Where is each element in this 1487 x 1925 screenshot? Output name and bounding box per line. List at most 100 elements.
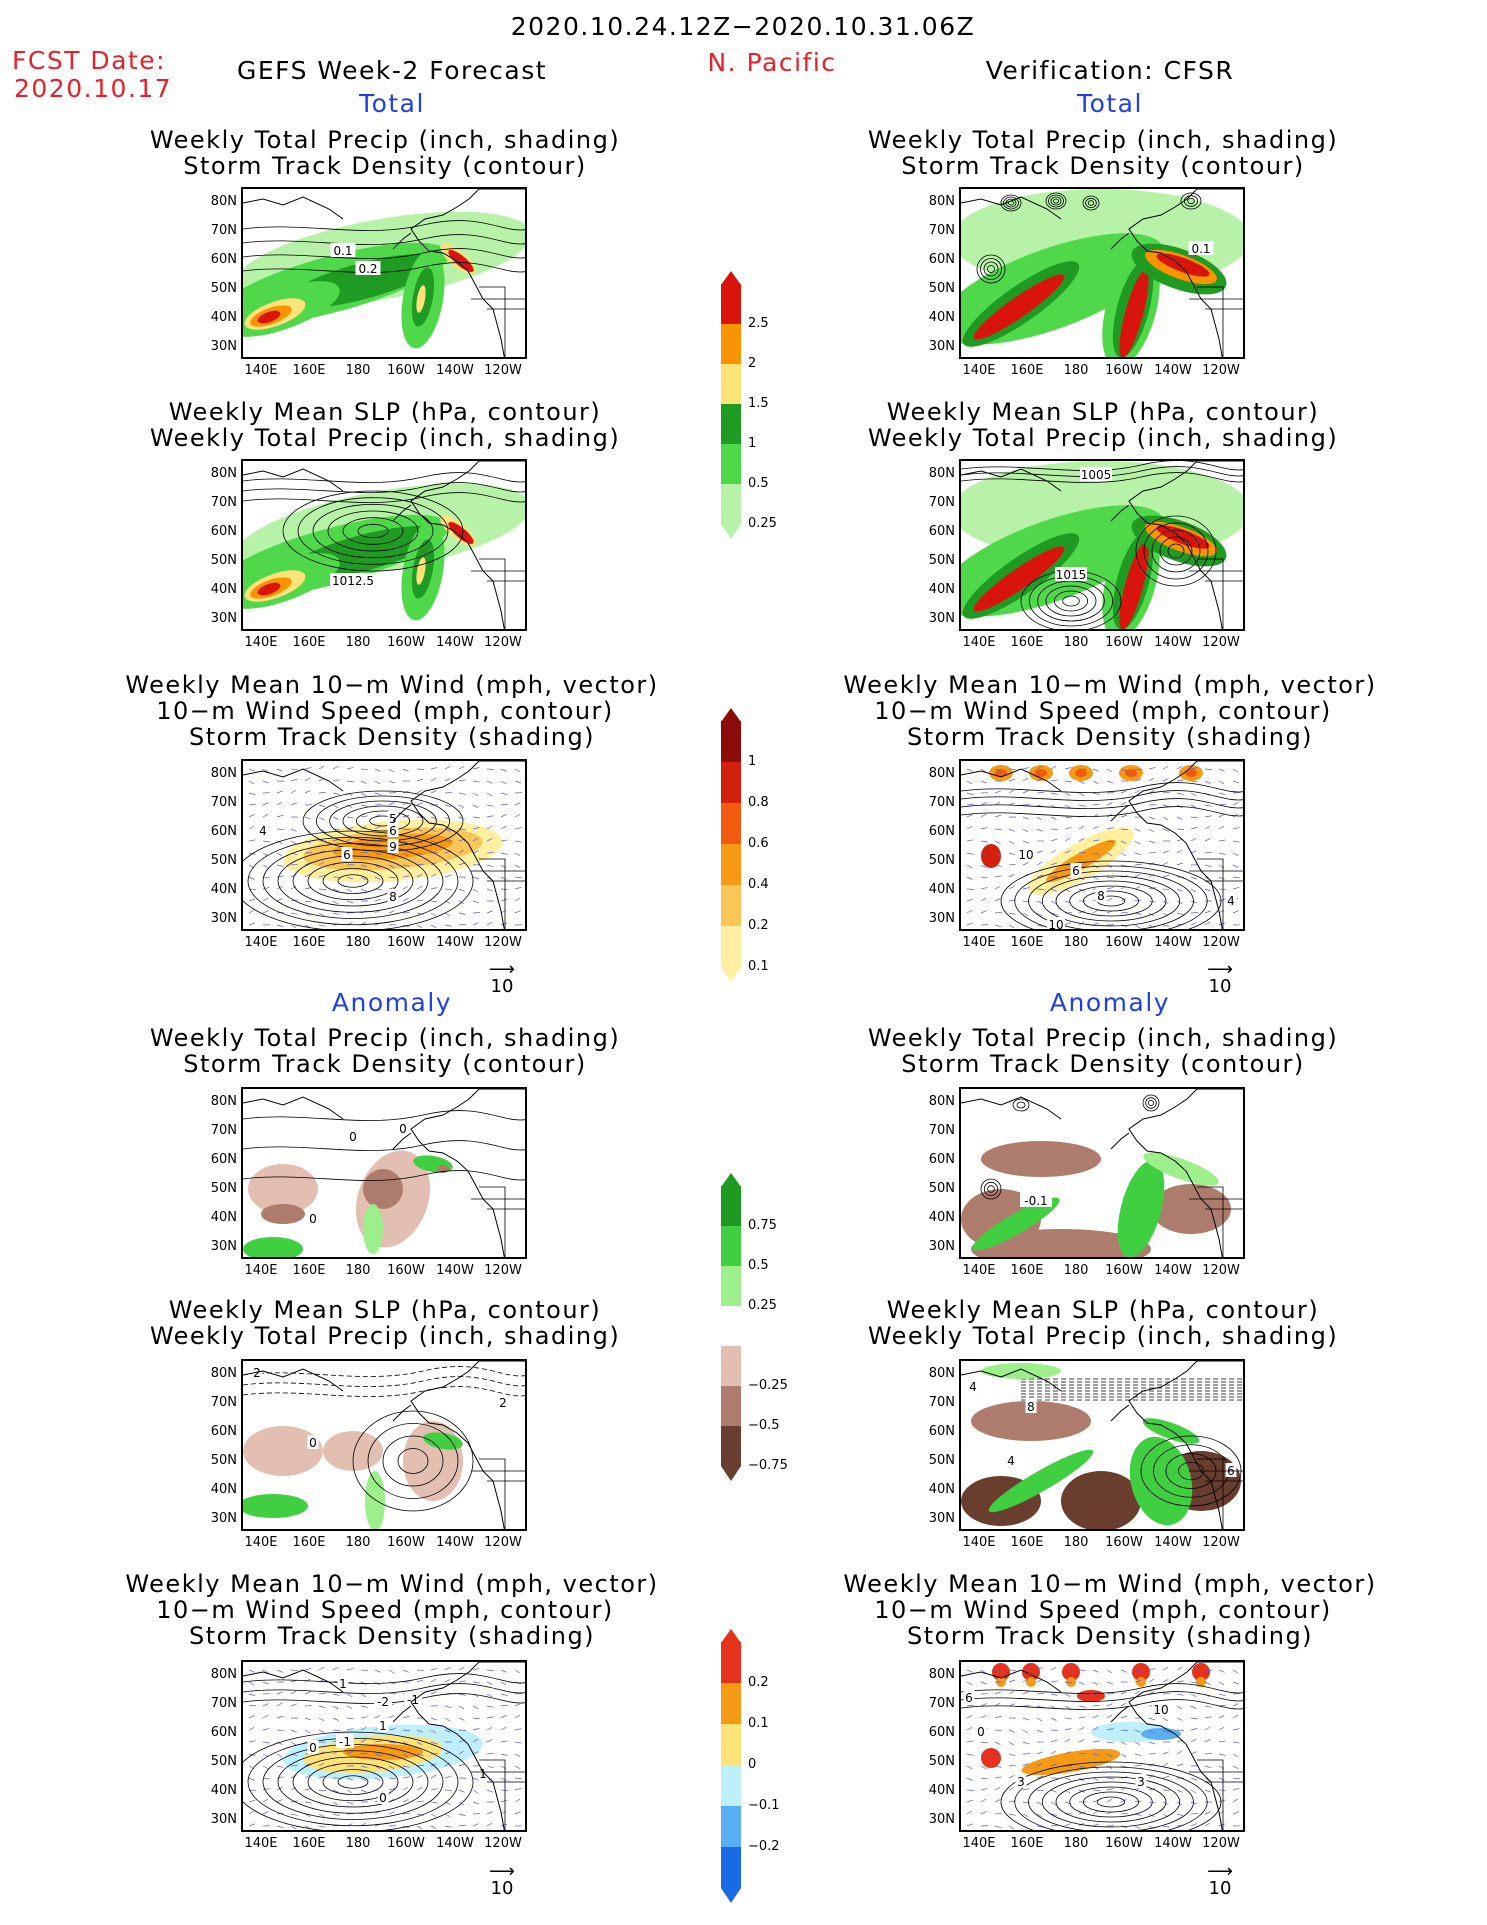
coastline [243,461,525,629]
shaded-region [1117,1160,1165,1257]
b3-title-1: Weekly Mean 10−m Wind (mph, vector) [843,1570,1377,1598]
svg-text:1012.5: 1012.5 [332,574,374,588]
svg-text:8: 8 [1027,1400,1035,1414]
colorbar-swatch [721,1724,741,1765]
colorbar-swatch [721,404,741,444]
lat-tick-label: 30N [210,1812,237,1827]
lon-tick-label: 160W [1105,1535,1143,1550]
lon-tick-label: 160E [292,1535,326,1550]
colorbar-canvas [721,271,741,539]
contour-lines [352,1410,474,1512]
contour-label: 6 [963,1690,975,1705]
a1-title-2: Storm Track Density (contour) [183,1050,587,1078]
shaded-region [1035,769,1047,777]
svg-text:8: 8 [1097,889,1105,903]
lon-tick-label: 140E [962,1836,996,1851]
shaded-region [1151,1184,1231,1234]
fcst-date-value: 2020.10.17 [14,74,173,103]
a2-title-2: Weekly Total Precip (inch, shading) [149,1322,621,1350]
colorbar-swatch [721,1306,741,1346]
map-verif-slp-precip: 1005 1015 [959,459,1245,631]
section-anomaly-right: Anomaly [1049,988,1171,1017]
svg-text:1: 1 [479,1767,487,1781]
lon-tick-label: 140W [436,1836,474,1851]
lon-tick-label: 180 [1063,935,1089,950]
coastline [961,1662,1243,1830]
lon-tick-label: 180 [345,1263,371,1278]
lon-tick-label: 140W [1154,1263,1192,1278]
arrow-right-icon: ⟶ [489,1861,515,1882]
v2-title-1: Weekly Mean SLP (hPa, contour) [886,398,1320,426]
lon-tick-label: 120W [484,1263,522,1278]
lat-tick-label: 50N [210,553,237,568]
svg-text:0: 0 [309,1436,317,1450]
shaded-region [1021,1748,1121,1776]
colorbar-swatch [721,1346,741,1386]
lon-tick-label: 180 [345,1535,371,1550]
colorbar-label: 1 [748,754,757,769]
lon-tick-label: 160W [387,1535,425,1550]
lat-tick-label: 30N [928,911,955,926]
lon-tick-label: 160W [1105,1263,1143,1278]
contour-label: 0.1 [1188,241,1214,256]
colorbar-canvas [721,1173,741,1481]
contour-lines [1000,860,1222,929]
contour-label: 0 [307,1435,319,1450]
contour-label: 9 [387,839,399,854]
map-verif-wind-track-anom: 6 0 10 3 3 [959,1660,1245,1832]
lon-tick-label: 180 [1063,1535,1089,1550]
lat-tick-label: 70N [210,795,237,810]
colorbar-swatch [721,284,741,324]
lat-tick-label: 60N [210,524,237,539]
colorbar-swatch [721,364,741,404]
contour-label: 10 [1152,1702,1170,1717]
contour-label: 1 [477,1766,489,1781]
lat-tick-label: 80N [928,1094,955,1109]
contour-lines [1142,1094,1160,1112]
lon-tick-label: 140W [1154,1836,1192,1851]
contour-lines [1045,192,1067,210]
lon-tick-label: 140E [962,1535,996,1550]
lat-tick-label: 80N [210,466,237,481]
coastline [243,1662,525,1830]
map-forecast-slp-precip: 1012.5 [241,459,527,631]
lon-tick-label: 120W [484,1535,522,1550]
v3-title-3: Storm Track Density (shading) [906,723,1314,751]
arrow-right-icon: ⟶ [1207,1861,1233,1882]
svg-text:0.1: 0.1 [333,244,352,258]
contour-label: 6 [1225,1463,1237,1478]
lat-tick-label: 40N [210,582,237,597]
lat-tick-label: 50N [928,853,955,868]
lat-tick-label: 50N [210,1453,237,1468]
lon-tick-label: 160E [1010,1535,1044,1550]
lon-tick-label: 120W [1202,635,1240,650]
map-forecast-slp-precip-anom: 2 0 2 [241,1359,527,1531]
lon-tick-label: 160E [292,635,326,650]
lon-tick-label: 160E [1010,363,1044,378]
map-forecast-precip-track: 0.1 0.2 [241,187,527,359]
lon-tick-label: 160W [387,363,425,378]
contour-lines [961,782,1243,817]
colorbar-swatch [721,444,741,484]
v3-title-1: Weekly Mean 10−m Wind (mph, vector) [843,671,1377,699]
colorbar-label: 1.5 [748,396,769,411]
contour-label: 0 [307,1740,319,1755]
p2-title-2: Weekly Total Precip (inch, shading) [149,424,621,452]
shaded-region [365,1471,385,1529]
lat-tick-label: 40N [210,310,237,325]
lat-tick-label: 60N [210,1725,237,1740]
svg-text:9: 9 [389,840,397,854]
wind-vectors [966,1666,1241,1830]
p3-title-1: Weekly Mean 10−m Wind (mph, vector) [125,671,659,699]
svg-text:2: 2 [253,1366,261,1380]
lon-tick-label: 160W [387,635,425,650]
shaded-region [981,1748,1001,1768]
svg-text:10: 10 [1153,1703,1168,1717]
shaded-region [1196,1677,1206,1687]
lat-tick-label: 60N [928,524,955,539]
contour-lines [1082,195,1100,211]
lon-tick-label: 160W [1105,635,1143,650]
shaded-region [1132,1663,1150,1681]
svg-text:6: 6 [343,848,351,862]
lat-tick-label: 30N [210,339,237,354]
